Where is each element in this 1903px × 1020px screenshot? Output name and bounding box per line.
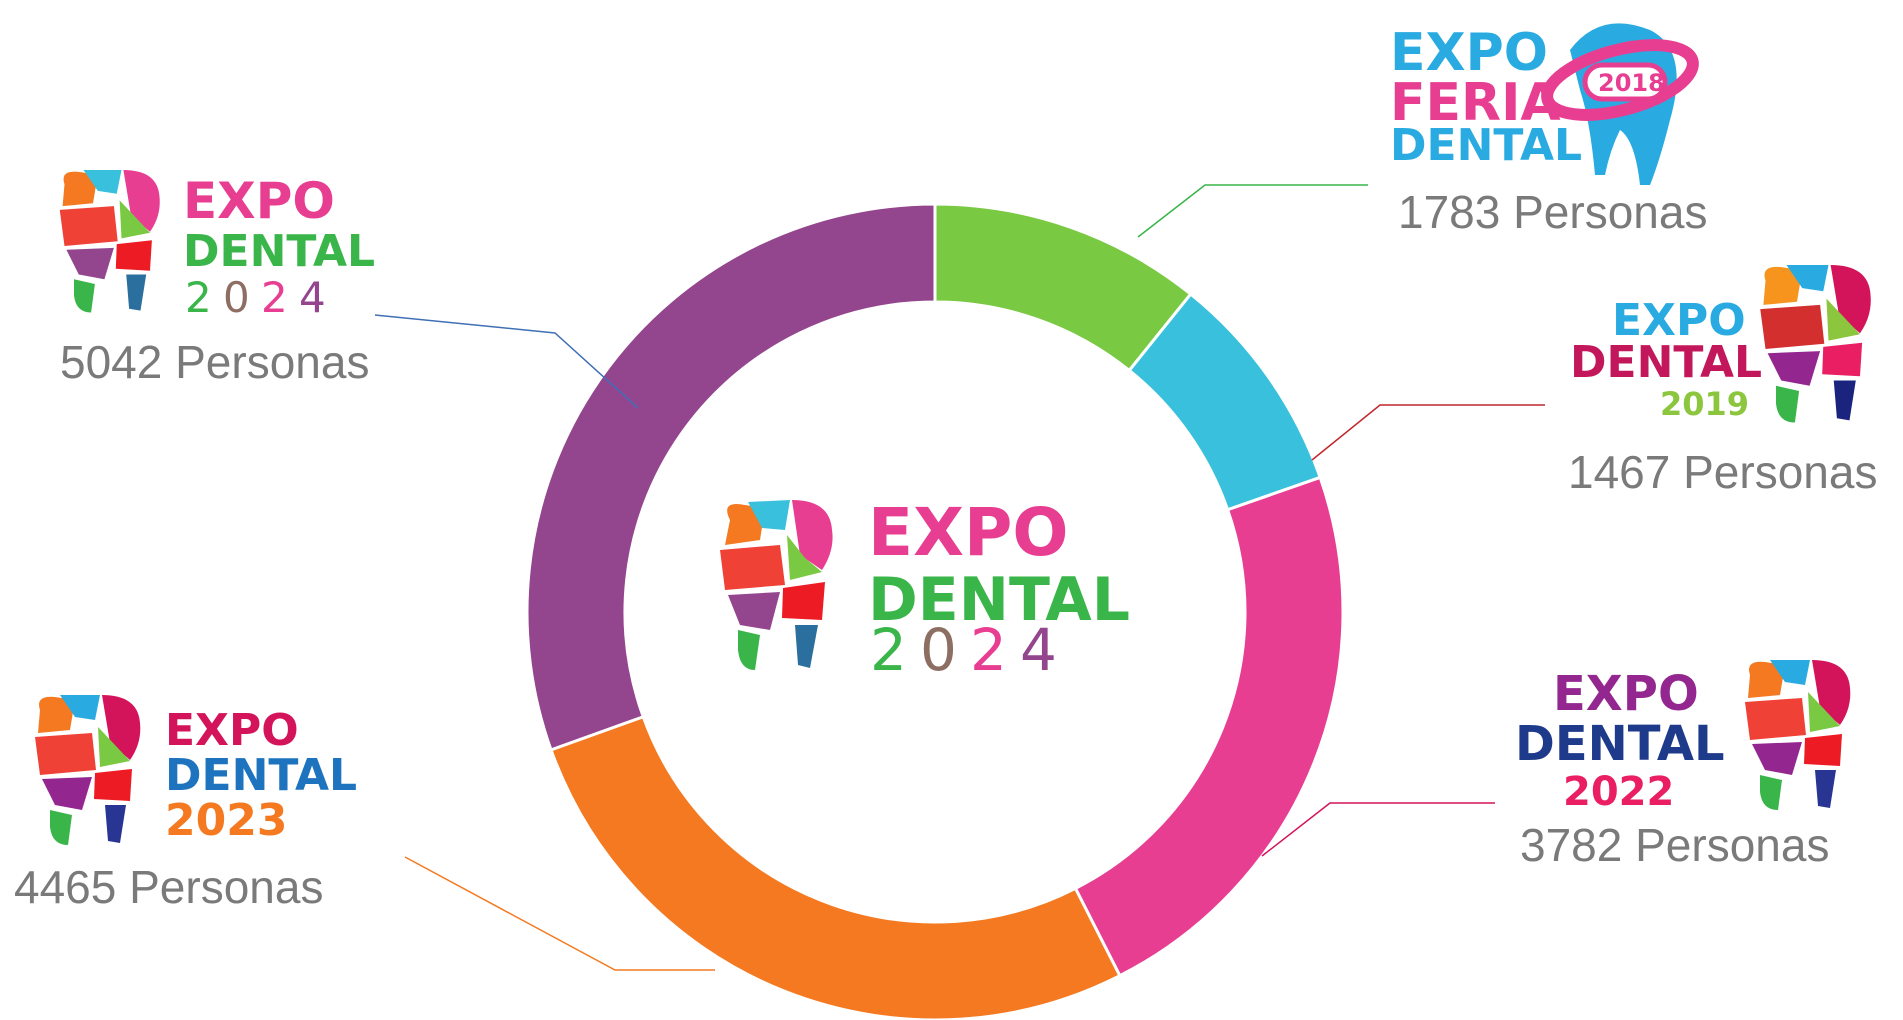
leader-line-2024	[374, 314, 639, 409]
leader-line-2019	[1311, 404, 1545, 461]
center-logo: EXPO DENTAL 2 0 2 4	[720, 494, 1130, 684]
tooth-icon	[35, 695, 141, 845]
logo-2018-badge: 2018	[1598, 69, 1665, 97]
slice-2023	[549, 714, 1122, 1020]
center-logo-line1: EXPO	[868, 494, 1068, 571]
logo-2024-year: 2 0 2 4	[185, 273, 326, 322]
tooth-icon	[59, 170, 160, 313]
logo-2018-line3: DENTAL	[1390, 120, 1582, 171]
tooth-icon	[1745, 660, 1851, 810]
logo-2022-line1: EXPO	[1553, 666, 1699, 722]
count-2024: 5042 Personas	[60, 336, 370, 388]
logo-2024-digit-4: 4	[299, 273, 326, 322]
logo-2022-line3: 2022	[1563, 769, 1674, 815]
logo-2022-line2: DENTAL	[1515, 716, 1725, 772]
donut-slices	[525, 202, 1345, 1020]
logo-2024-line1: EXPO	[183, 172, 335, 230]
leader-line-2018	[1137, 184, 1368, 238]
count-2022: 3782 Personas	[1520, 819, 1830, 871]
count-2023: 4465 Personas	[14, 861, 324, 913]
logo-2019-line2: DENTAL	[1570, 337, 1762, 388]
badge-2018	[1582, 62, 1668, 102]
leader-lines	[374, 184, 1545, 971]
logo-2022: EXPO DENTAL 2022	[1515, 660, 1851, 815]
logo-2023: EXPO DENTAL 2023	[35, 695, 357, 846]
logo-2019-line1: EXPO	[1612, 295, 1746, 346]
leader-line-2023	[404, 856, 715, 971]
count-2018: 1783 Personas	[1398, 186, 1708, 238]
tooth-icon	[720, 500, 833, 670]
logo-2023-line1: EXPO	[165, 705, 299, 756]
logo-2019-line3: 2019	[1660, 385, 1749, 423]
center-year-digit-1: 2	[870, 616, 907, 684]
center-year-digit-3: 2	[970, 616, 1007, 684]
center-year-digit-4: 4	[1020, 616, 1057, 684]
center-year-digit-2: 0	[920, 616, 957, 684]
slice-2022	[1073, 475, 1345, 978]
logo-2024-digit-3: 2	[261, 273, 288, 322]
orbit-icon	[1541, 39, 1699, 121]
logo-2024-line2: DENTAL	[183, 226, 375, 277]
slice-2024	[525, 202, 937, 752]
logo-2024: EXPO DENTAL 2 0 2 4	[59, 170, 375, 322]
logo-2023-line3: 2023	[165, 795, 287, 846]
logo-2024-digit-1: 2	[185, 273, 212, 322]
center-logo-year: 2 0 2 4	[870, 616, 1057, 684]
logo-2024-digit-2: 0	[223, 273, 250, 322]
logo-2023-line2: DENTAL	[165, 750, 357, 801]
tooth-icon	[1760, 265, 1871, 423]
logo-2019: EXPO DENTAL 2019	[1570, 265, 1871, 423]
count-2019: 1467 Personas	[1568, 446, 1878, 498]
logo-2018-line1: EXPO	[1390, 23, 1548, 83]
center-logo-line2: DENTAL	[868, 565, 1130, 635]
logo-2018: 2018 EXPO FERIA DENTAL	[1390, 23, 1699, 186]
leader-line-2022	[1261, 802, 1495, 857]
logo-2018-line2: FERIA	[1390, 73, 1561, 133]
